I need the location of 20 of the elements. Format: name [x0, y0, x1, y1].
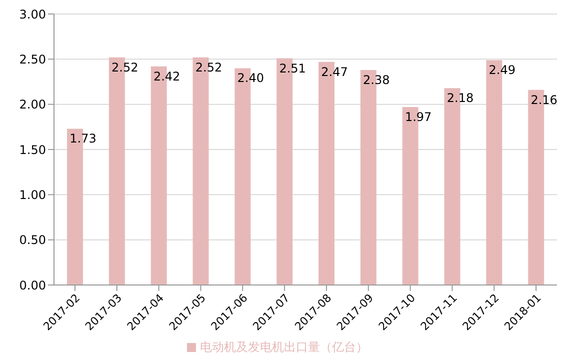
data-label: 2.49	[488, 63, 516, 78]
data-label: 2.38	[363, 73, 390, 88]
data-label: 2.18	[446, 91, 474, 106]
data-label: 2.52	[195, 60, 222, 74]
y-tick-label: 3.00	[19, 7, 46, 22]
data-label: 2.51	[279, 61, 306, 76]
y-tick-label: 0.00	[19, 278, 46, 292]
legend-label: 电动机及发电机出口量（亿台）	[200, 340, 368, 354]
y-tick-label: 1.00	[19, 188, 46, 202]
data-label: 1.73	[70, 132, 96, 146]
y-tick-label: 1.50	[19, 142, 46, 157]
data-label: 1.97	[404, 110, 432, 124]
data-label: 2.42	[153, 69, 180, 84]
y-tick-label: 2.50	[19, 52, 46, 66]
y-tick-label: 0.50	[19, 233, 46, 248]
data-label: 2.47	[321, 64, 348, 79]
data-label: 2.40	[237, 71, 264, 86]
data-label: 2.16	[530, 92, 558, 107]
y-tick-label: 2.00	[19, 98, 46, 112]
data-label: 2.52	[112, 60, 138, 74]
